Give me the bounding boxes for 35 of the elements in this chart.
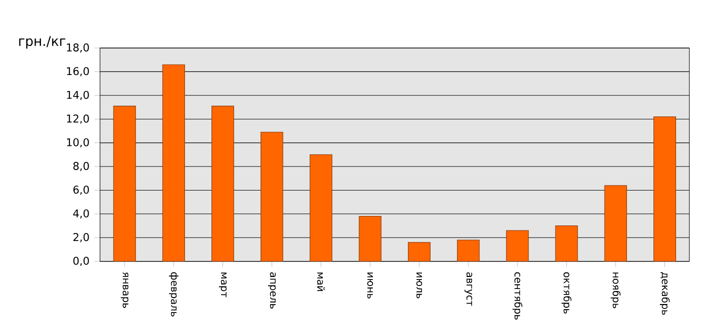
bar [310, 154, 332, 262]
bar [457, 240, 480, 262]
x-tick-label: февраль [169, 272, 178, 316]
y-tick-label: 2,0 [73, 233, 89, 242]
y-tick-label: 0,0 [73, 256, 89, 266]
y-axis-title: грн./кг [19, 36, 66, 49]
x-tick-label: январь [120, 272, 128, 308]
bar [113, 106, 136, 262]
y-tick-label: 18,0 [67, 43, 89, 53]
bar [212, 106, 234, 262]
y-tick-label: 16,0 [67, 67, 89, 76]
y-tick-label: 4,0 [73, 209, 89, 218]
y-tick-label: 8,0 [73, 162, 89, 172]
bar [555, 225, 578, 262]
x-tick-label: август [464, 272, 472, 306]
x-tick-label: декабрь [660, 272, 670, 315]
y-tick-label: 12,0 [67, 114, 89, 124]
bar [358, 216, 382, 262]
x-tick-label: июнь [367, 272, 373, 298]
bar [162, 64, 185, 262]
x-tick-label: март [218, 272, 227, 298]
bar [653, 116, 676, 262]
bar [604, 185, 627, 262]
x-tick-label: октябрь [562, 272, 572, 314]
x-tick-label: май [317, 272, 325, 291]
y-tick-label: 10,0 [67, 138, 89, 148]
bar [408, 242, 430, 262]
y-tick-label: 6,0 [73, 186, 89, 195]
x-tick-label: сентябрь [512, 272, 522, 320]
x-tick-label: июль [416, 272, 422, 298]
bar [506, 230, 529, 262]
x-tick-label: ноябрь [610, 272, 621, 308]
bar [260, 132, 284, 262]
x-tick-label: апрель [268, 272, 276, 309]
y-tick-label: 14,0 [67, 90, 89, 100]
